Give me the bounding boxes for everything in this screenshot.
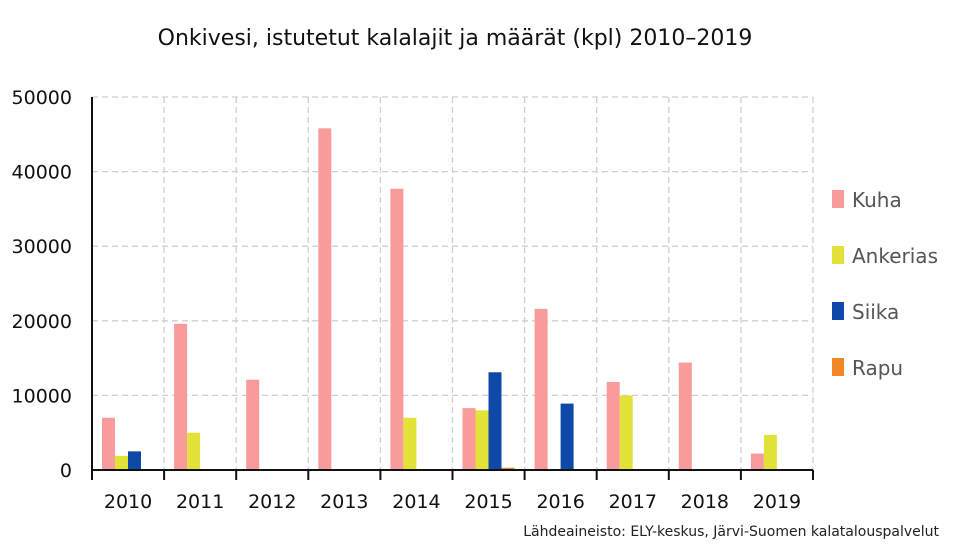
y-tick-label: 50000 xyxy=(12,87,72,109)
legend-label-rapu: Rapu xyxy=(852,356,903,380)
x-tick-label: 2018 xyxy=(681,491,729,513)
bar-ankerias-2015 xyxy=(475,410,489,470)
bar-siika-2010 xyxy=(128,451,141,470)
chart-title: Onkivesi, istutetut kalalajit ja määrät … xyxy=(157,26,753,51)
bar-ankerias-2019 xyxy=(763,434,777,470)
bar-kuha-2013 xyxy=(318,128,332,470)
x-tick-label: 2019 xyxy=(753,491,801,513)
y-tick-label: 40000 xyxy=(12,162,72,184)
bars-layer xyxy=(102,128,777,470)
bar-kuha-2011 xyxy=(174,323,188,470)
legend-swatch-kuha xyxy=(832,190,844,208)
grid-layer xyxy=(91,96,814,470)
x-tick-label: 2012 xyxy=(248,491,296,513)
bar-kuha-2014 xyxy=(390,188,404,470)
bar-kuha-2018 xyxy=(678,362,692,470)
legend: Kuha Ankerias Siika Rapu xyxy=(832,188,938,380)
bar-rapu-2015 xyxy=(501,467,515,470)
bar-kuha-2015 xyxy=(462,408,476,470)
legend-swatch-siika xyxy=(832,302,844,320)
y-tick-label: 30000 xyxy=(12,236,72,258)
bar-ankerias-2011 xyxy=(187,432,201,470)
legend-swatch-rapu xyxy=(832,358,844,376)
legend-label-siika: Siika xyxy=(852,300,899,324)
ticks-layer: 0 10000 20000 30000 40000 50000 2010 2011 2012 20… xyxy=(12,87,802,513)
x-tick-label: 2017 xyxy=(609,491,657,513)
x-tick-label: 2013 xyxy=(320,491,368,513)
y-tick-label: 10000 xyxy=(12,385,72,407)
bar-ankerias-2010 xyxy=(115,455,128,470)
legend-label-kuha: Kuha xyxy=(852,188,902,212)
bar-kuha-2016 xyxy=(534,308,548,470)
y-tick-label: 20000 xyxy=(12,311,72,333)
bar-siika-2016 xyxy=(560,403,574,470)
y-tick-label: 0 xyxy=(60,460,72,482)
bar-kuha-2010 xyxy=(102,417,115,470)
bar-kuha-2019 xyxy=(750,453,764,470)
x-tick-label: 2010 xyxy=(104,491,152,513)
x-tick-label: 2015 xyxy=(464,491,512,513)
x-tick-label: 2011 xyxy=(176,491,224,513)
axes-layer xyxy=(91,97,814,480)
bar-ankerias-2014 xyxy=(403,417,417,470)
legend-swatch-ankerias xyxy=(832,246,844,264)
bar-kuha-2017 xyxy=(606,381,620,470)
bar-ankerias-2017 xyxy=(619,395,633,470)
legend-label-ankerias: Ankerias xyxy=(852,244,938,268)
bar-siika-2015 xyxy=(488,372,502,470)
source-note: Lähdeaineisto: ELY-keskus, Järvi-Suomen … xyxy=(523,524,939,540)
bar-kuha-2012 xyxy=(246,379,260,470)
x-tick-label: 2014 xyxy=(392,491,440,513)
x-tick-label: 2016 xyxy=(536,491,584,513)
